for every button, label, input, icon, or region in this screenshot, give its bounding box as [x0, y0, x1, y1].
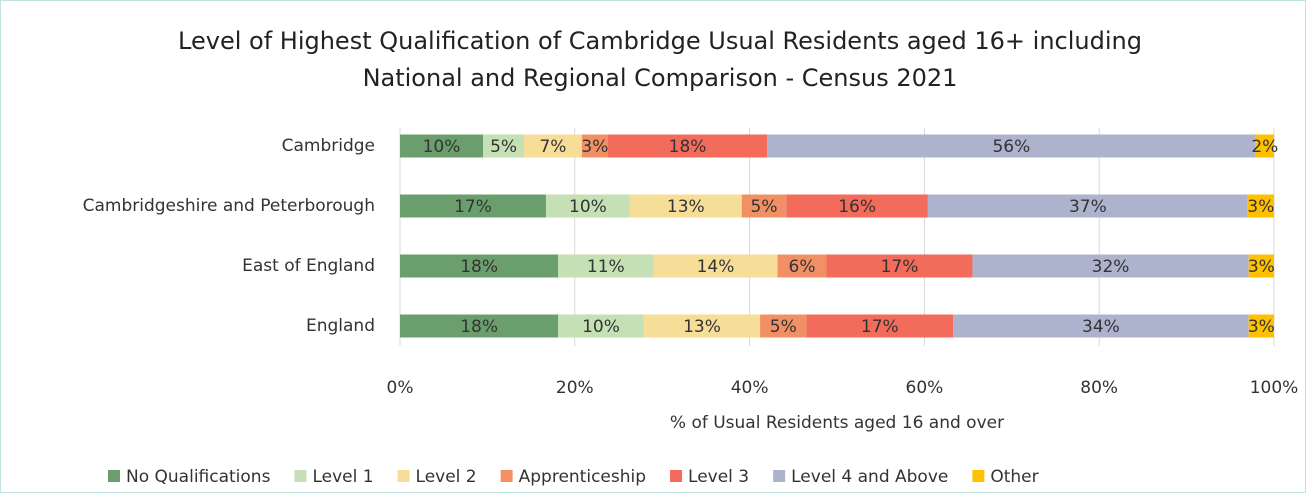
bar-segment	[741, 194, 787, 218]
x-tick-label: 100%	[1250, 378, 1299, 398]
data-label: 11%	[587, 257, 625, 277]
data-label: 18%	[460, 257, 498, 277]
y-tick-label: England	[306, 316, 375, 336]
legend-swatch	[397, 470, 410, 482]
x-axis-label: % of Usual Residents aged 16 and over	[670, 413, 1004, 433]
data-label: 56%	[992, 137, 1030, 157]
x-tick-label: 60%	[906, 378, 944, 398]
bar-segment	[806, 314, 954, 338]
data-label: 17%	[454, 197, 492, 217]
bar-segment	[826, 254, 973, 278]
data-label: 18%	[669, 137, 707, 157]
bar-segment	[545, 194, 630, 218]
data-label: 3%	[581, 137, 608, 157]
bar-segment	[400, 134, 484, 158]
data-label: 5%	[490, 137, 517, 157]
legend-label: Level 3	[688, 467, 749, 487]
bar-segment	[608, 134, 768, 158]
bar-segment	[400, 314, 559, 338]
bar-segment	[927, 194, 1248, 218]
data-label: 16%	[838, 197, 876, 217]
data-label: 3%	[1247, 197, 1274, 217]
bar-segment	[400, 254, 559, 278]
bar-segment	[524, 134, 582, 158]
legend-swatch	[294, 470, 307, 482]
data-label: 34%	[1082, 317, 1120, 337]
x-tick-label: 0%	[387, 378, 414, 398]
legend-swatch	[108, 470, 120, 482]
bar-segment	[1247, 194, 1274, 218]
chart-title: Level of Highest Qualification of Cambri…	[178, 27, 1142, 55]
bar-segment	[777, 254, 827, 278]
y-tick-label: Cambridge	[282, 136, 375, 156]
bar-segment	[581, 134, 609, 158]
data-label: 18%	[460, 317, 498, 337]
bar-segment	[653, 254, 778, 278]
bar-segment	[558, 254, 654, 278]
data-label: 17%	[861, 317, 899, 337]
legend-swatch	[972, 470, 985, 482]
data-label: 10%	[569, 197, 607, 217]
bar-segment	[1248, 254, 1274, 278]
legend-label: Apprenticeship	[519, 467, 646, 487]
data-label: 13%	[667, 197, 705, 217]
legend-label: Level 2	[416, 467, 477, 487]
bar-segment	[629, 194, 742, 218]
x-tick-label: 20%	[556, 378, 594, 398]
legend-label: Level 1	[312, 467, 373, 487]
data-label: 5%	[770, 317, 797, 337]
y-tick-label: East of England	[242, 256, 375, 276]
legend-label: Level 4 and Above	[791, 467, 948, 487]
bar-segment	[558, 314, 644, 338]
legend-swatch	[500, 470, 513, 482]
legend-swatch	[773, 470, 786, 482]
bar-segment	[1248, 314, 1274, 338]
bar-segment	[483, 134, 525, 158]
chart-title: National and Regional Comparison - Censu…	[363, 64, 958, 92]
data-label: 6%	[789, 257, 816, 277]
data-label: 10%	[423, 137, 461, 157]
bar-segment	[643, 314, 761, 338]
data-label: 37%	[1069, 197, 1107, 217]
legend-swatch	[670, 470, 683, 482]
legend-label: No Qualifications	[126, 467, 271, 487]
bar-segment	[400, 194, 546, 218]
bar-segment	[786, 194, 928, 218]
data-label: 3%	[1248, 317, 1275, 337]
data-label: 10%	[582, 317, 620, 337]
y-tick-label: Cambridgeshire and Peterborough	[83, 196, 375, 216]
bar-segment	[1255, 134, 1274, 158]
data-label: 5%	[751, 197, 778, 217]
data-label: 32%	[1092, 257, 1130, 277]
bar-segment	[953, 314, 1249, 338]
data-label: 2%	[1251, 137, 1278, 157]
data-label: 17%	[881, 257, 919, 277]
x-tick-label: 80%	[1080, 378, 1118, 398]
data-label: 3%	[1248, 257, 1275, 277]
data-label: 7%	[539, 137, 566, 157]
data-label: 13%	[683, 317, 721, 337]
x-tick-label: 40%	[731, 378, 769, 398]
bar-segment	[972, 254, 1249, 278]
bar-segment	[767, 134, 1256, 158]
data-label: 14%	[697, 257, 735, 277]
bar-segment	[760, 314, 807, 338]
legend-label: Other	[990, 467, 1038, 487]
